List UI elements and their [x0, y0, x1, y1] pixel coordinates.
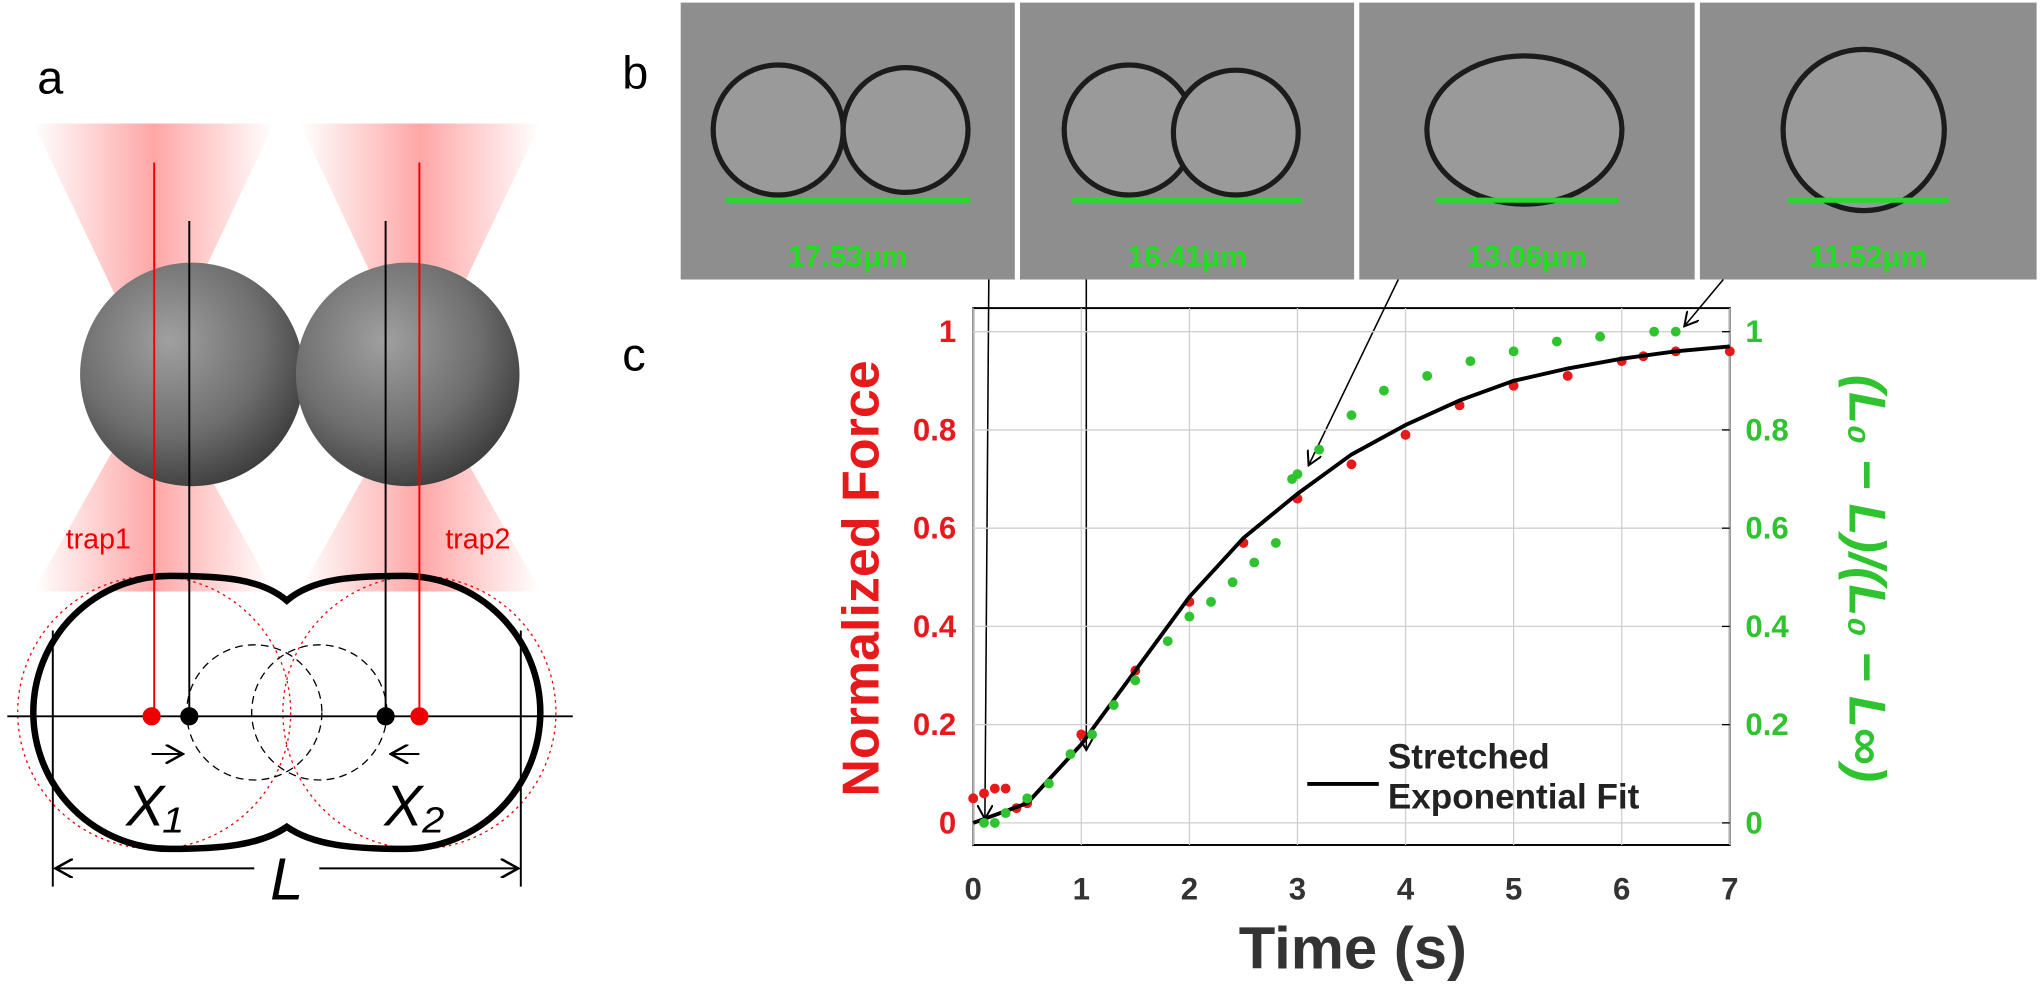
- x-tick-label: 6: [1613, 872, 1630, 907]
- plot: Time (s) Normalized Force (L₀ − L)/(L₀ −…: [832, 307, 1895, 981]
- y-tick-label: 0.8: [913, 412, 956, 447]
- y2-tick-label: 0.6: [1745, 511, 1788, 546]
- data-point: [1346, 410, 1357, 421]
- data-point: [1184, 611, 1195, 622]
- center-point: [376, 707, 395, 726]
- y2-axis-label: (L₀ − L)/(L₀ − L∞): [1837, 375, 1895, 782]
- cell: [710, 62, 846, 198]
- data-point: [1227, 577, 1238, 588]
- y-tick-label: 0.6: [913, 511, 956, 546]
- data-point: [1465, 356, 1476, 367]
- displacement-label: X₁: [124, 775, 182, 839]
- x-tick-label: 4: [1397, 872, 1415, 907]
- panel-label: c: [622, 329, 645, 381]
- data-point: [1292, 469, 1303, 480]
- data-point: [1076, 729, 1087, 740]
- sphere: [80, 262, 304, 487]
- data-point: [979, 817, 989, 828]
- panel-label: a: [37, 52, 64, 104]
- data-point: [1206, 596, 1216, 607]
- trap-label: trap2: [445, 524, 510, 556]
- y-tick-label: 0: [939, 805, 956, 840]
- scale-label: 16.41μm: [1127, 241, 1247, 274]
- cell-circle: [186, 644, 323, 781]
- data-point: [1649, 326, 1660, 337]
- data-point: [1562, 370, 1573, 381]
- y2-tick-label: 0.8: [1745, 412, 1788, 447]
- y2-tick-label: 0: [1745, 805, 1762, 840]
- data-point: [1270, 537, 1281, 548]
- data-point: [1346, 459, 1357, 470]
- data-point: [1087, 729, 1098, 740]
- scale-label: 17.53μm: [788, 241, 908, 274]
- trap-point: [142, 707, 161, 726]
- cell: [1424, 53, 1625, 207]
- legend-line: Exponential Fit: [1388, 778, 1640, 817]
- y2-tick-label: 1: [1745, 314, 1762, 349]
- micrographs: [680, 2, 2037, 820]
- scale-label: 11.52μm: [1809, 241, 1927, 274]
- cells: [710, 46, 1947, 214]
- data-point: [1065, 749, 1076, 760]
- arrow: [1309, 279, 1400, 466]
- arrow: [1684, 279, 1724, 327]
- cell: [1780, 46, 1947, 214]
- data-point: [1724, 346, 1735, 357]
- data-point: [1314, 444, 1325, 455]
- displacement-label: X₂: [382, 775, 444, 839]
- panel-label: b: [622, 46, 648, 98]
- cell: [840, 65, 971, 195]
- center-point: [180, 707, 199, 726]
- legend-line: Stretched: [1388, 737, 1550, 776]
- fit-line: [972, 344, 1730, 825]
- data-point: [989, 817, 1000, 828]
- cell-outline: [30, 572, 544, 853]
- data-point: [1670, 326, 1681, 337]
- x-axis-label: Time (s): [1239, 914, 1467, 981]
- y-tick-label: 0.2: [913, 707, 956, 742]
- x-tick-label: 0: [965, 872, 982, 907]
- x-tick-label: 3: [1289, 872, 1306, 907]
- cell-circle: [251, 644, 388, 781]
- data-point: [1508, 346, 1519, 357]
- x-tick-label: 5: [1505, 872, 1522, 907]
- data-point: [1595, 331, 1606, 342]
- trap-diagram: trap1 trap2 X₁ X₂ L: [7, 123, 573, 916]
- y2-tick-label: 0.4: [1745, 609, 1789, 644]
- y-axis-label: Normalized Force: [832, 360, 890, 796]
- data-point: [1162, 636, 1173, 647]
- trap-circle: [282, 575, 557, 850]
- data-point: [979, 788, 989, 799]
- sphere: [295, 262, 520, 487]
- scale-label: 13.06μm: [1467, 241, 1587, 274]
- y2-tick-label: 0.2: [1745, 707, 1788, 742]
- x-tick-label: 7: [1721, 872, 1738, 907]
- data-point: [968, 793, 979, 804]
- data-point: [1108, 700, 1119, 710]
- cell: [1170, 67, 1301, 198]
- data-point: [1000, 808, 1011, 819]
- data-point: [1043, 778, 1054, 789]
- data-point: [1551, 336, 1562, 347]
- length-label: L: [270, 846, 303, 913]
- arrow: [985, 279, 989, 820]
- y-tick-label: 0.4: [913, 609, 957, 644]
- data-point: [1400, 429, 1411, 440]
- data-point: [1022, 793, 1033, 804]
- data-point: [1378, 385, 1389, 396]
- trap-circle: [17, 575, 292, 850]
- data-point: [1422, 370, 1433, 381]
- data-point: [1249, 557, 1260, 568]
- trap-point: [410, 707, 429, 726]
- trap-label: trap1: [66, 524, 131, 556]
- data-point: [1000, 783, 1011, 794]
- data-point: [989, 783, 1000, 794]
- x-tick-label: 2: [1181, 872, 1198, 907]
- legend-label: Stretched Exponential Fit: [1388, 737, 1640, 816]
- x-tick-label: 1: [1073, 872, 1090, 907]
- data-point: [1130, 675, 1141, 686]
- y-tick-label: 1: [939, 314, 956, 349]
